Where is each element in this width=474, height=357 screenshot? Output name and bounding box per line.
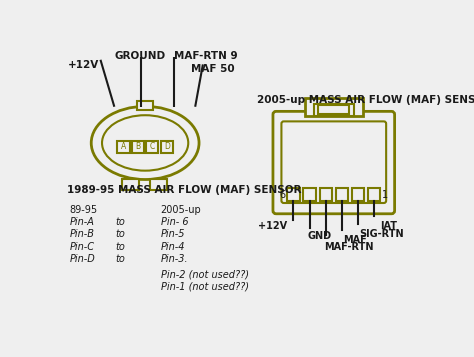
FancyBboxPatch shape: [118, 141, 130, 153]
Text: 1989-95 MASS AIR FLOW (MAF) SENSOR: 1989-95 MASS AIR FLOW (MAF) SENSOR: [66, 185, 301, 195]
Text: Pin-A: Pin-A: [70, 217, 94, 227]
FancyBboxPatch shape: [319, 188, 332, 201]
Text: Pin-2 (not used??): Pin-2 (not used??): [161, 269, 248, 279]
Text: 1: 1: [382, 190, 388, 200]
Text: B: B: [136, 142, 141, 151]
FancyBboxPatch shape: [282, 121, 386, 203]
FancyBboxPatch shape: [303, 188, 316, 201]
Text: IAT: IAT: [380, 221, 397, 231]
Text: MAF-RTN: MAF-RTN: [324, 241, 374, 251]
FancyBboxPatch shape: [287, 188, 300, 201]
Text: 6: 6: [280, 190, 286, 200]
Text: MAF 50: MAF 50: [191, 64, 235, 74]
Text: Pin-B: Pin-B: [70, 229, 95, 239]
Text: Pin-4: Pin-4: [161, 241, 185, 251]
Text: 2005-up: 2005-up: [161, 205, 201, 215]
FancyBboxPatch shape: [352, 188, 364, 201]
Text: Pin-C: Pin-C: [70, 241, 95, 251]
Text: Pin-D: Pin-D: [70, 254, 95, 264]
Text: GND: GND: [308, 231, 332, 241]
FancyBboxPatch shape: [336, 188, 348, 201]
FancyBboxPatch shape: [161, 141, 173, 153]
FancyBboxPatch shape: [150, 179, 167, 190]
FancyBboxPatch shape: [122, 179, 139, 190]
Text: to: to: [116, 229, 126, 239]
Text: GROUND: GROUND: [114, 51, 165, 61]
FancyBboxPatch shape: [132, 141, 145, 153]
Text: to: to: [116, 241, 126, 251]
FancyBboxPatch shape: [146, 141, 158, 153]
FancyBboxPatch shape: [273, 111, 395, 214]
Text: Pin-3.: Pin-3.: [161, 254, 188, 264]
FancyBboxPatch shape: [319, 105, 349, 115]
Text: +12V: +12V: [258, 221, 287, 231]
Text: D: D: [164, 142, 170, 151]
Text: 89-95: 89-95: [70, 205, 98, 215]
Text: C: C: [149, 142, 155, 151]
Text: to: to: [116, 217, 126, 227]
Text: MAF: MAF: [343, 235, 367, 245]
Text: MAF-RTN 9: MAF-RTN 9: [174, 51, 238, 61]
Text: +12V: +12V: [68, 60, 100, 70]
Text: Pin-5: Pin-5: [161, 229, 185, 239]
FancyBboxPatch shape: [368, 188, 380, 201]
FancyBboxPatch shape: [304, 97, 363, 116]
Text: Pin-1 (not used??): Pin-1 (not used??): [161, 282, 248, 292]
Text: Pin- 6: Pin- 6: [161, 217, 188, 227]
FancyBboxPatch shape: [314, 104, 354, 116]
Text: SIG-RTN: SIG-RTN: [360, 229, 404, 239]
Text: A: A: [121, 142, 126, 151]
FancyBboxPatch shape: [137, 101, 153, 110]
Text: 2005-up MASS AIR FLOW (MAF) SENSOR: 2005-up MASS AIR FLOW (MAF) SENSOR: [257, 95, 474, 105]
Text: to: to: [116, 254, 126, 264]
